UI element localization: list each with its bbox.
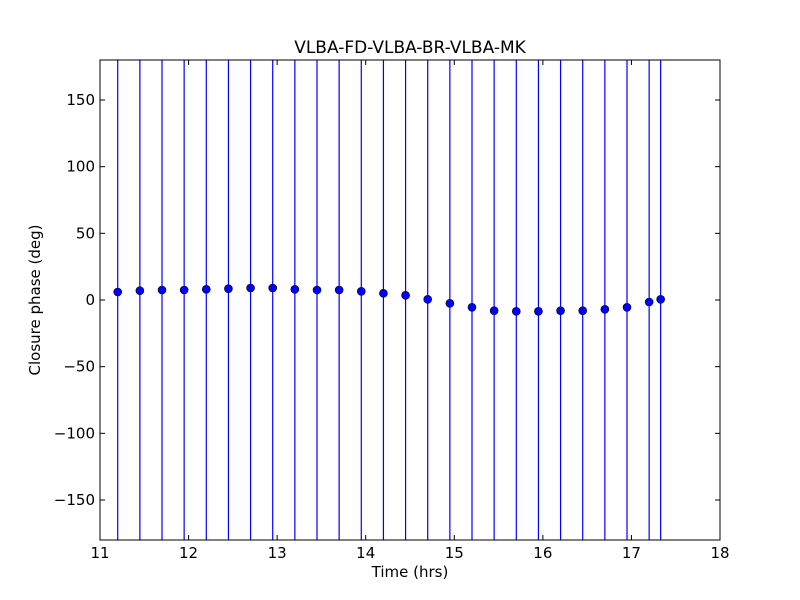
- data-point: [201, 285, 211, 294]
- y-tick-label: −100: [54, 424, 95, 442]
- x-tick-label: 11: [90, 544, 109, 562]
- x-tick-label: 14: [356, 544, 375, 562]
- x-tick-label: 12: [179, 544, 198, 562]
- x-tick-label: 18: [710, 544, 729, 562]
- data-point: [445, 299, 455, 308]
- x-tick-label: 13: [268, 544, 287, 562]
- x-tick-label: 16: [533, 544, 552, 562]
- data-point: [467, 303, 477, 312]
- y-tick-label: −150: [54, 491, 95, 509]
- data-point: [356, 287, 366, 296]
- x-axis-ticks: 11 12 13 14 15 16 17 18: [90, 60, 730, 562]
- y-axis-ticks: −150 −100 −50 0 50 100 150: [54, 91, 720, 509]
- data-point: [157, 285, 167, 295]
- data-point: [135, 286, 145, 295]
- data-points: [113, 283, 665, 316]
- y-tick-label: 50: [76, 224, 95, 242]
- data-point: [113, 287, 123, 297]
- y-tick-label: 100: [66, 158, 95, 176]
- x-tick-label: 15: [445, 544, 464, 562]
- data-point: [379, 289, 388, 298]
- data-point: [644, 297, 654, 307]
- data-point: [622, 303, 632, 312]
- y-tick-label: 150: [66, 91, 95, 109]
- y-tick-label: −50: [63, 358, 95, 376]
- data-point: [556, 306, 565, 315]
- data-point: [334, 285, 344, 295]
- data-point: [534, 307, 543, 316]
- x-tick-label: 17: [622, 544, 641, 562]
- data-point: [423, 295, 433, 304]
- x-axis-label: Time (hrs): [371, 563, 449, 581]
- y-axis-label: Closure phase (deg): [26, 225, 44, 376]
- data-point: [268, 283, 278, 293]
- data-point: [489, 306, 499, 315]
- chart-title: VLBA-FD-VLBA-BR-VLBA-MK: [294, 38, 526, 58]
- data-point: [656, 295, 665, 304]
- data-point: [401, 291, 410, 300]
- data-point: [179, 285, 189, 295]
- y-tick-label: 0: [85, 291, 95, 309]
- data-point: [312, 285, 322, 295]
- data-point: [224, 284, 233, 293]
- data-point: [511, 307, 521, 316]
- data-point: [600, 305, 610, 314]
- data-point: [578, 306, 588, 315]
- data-point: [290, 285, 300, 294]
- data-point: [246, 283, 255, 293]
